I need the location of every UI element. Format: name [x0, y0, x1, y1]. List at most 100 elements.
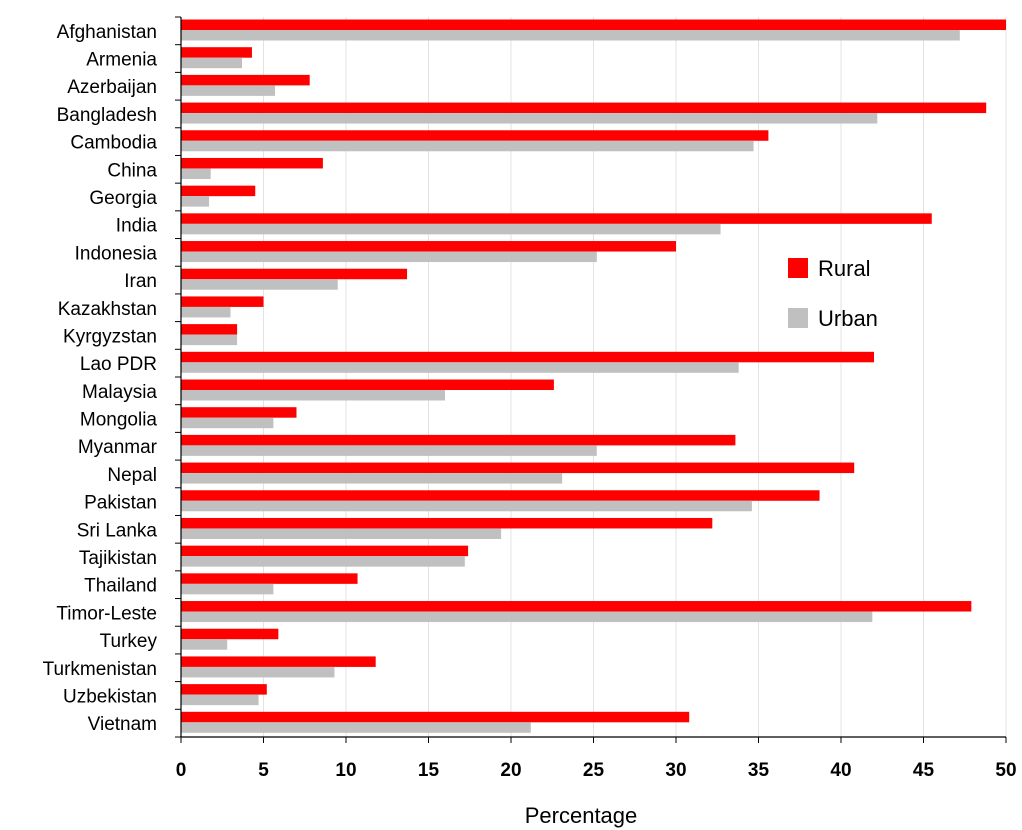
bar-rural	[181, 379, 554, 390]
category-label: Myanmar	[78, 437, 158, 458]
bar-urban	[181, 611, 873, 623]
bar-rural	[181, 213, 932, 224]
category-label: Bangladesh	[57, 105, 157, 126]
legend: Rural Urban	[788, 256, 878, 331]
bar-rural	[181, 74, 310, 86]
bar-urban	[181, 500, 752, 512]
category-label: Mongolia	[80, 410, 158, 431]
bar-urban	[181, 722, 531, 733]
category-label: Turkey	[100, 631, 158, 652]
x-tick-label: 50	[995, 760, 1016, 781]
bar-rural	[181, 711, 690, 723]
bar-rural	[181, 157, 323, 169]
bar-rural	[181, 19, 1006, 30]
bar-urban	[181, 417, 274, 429]
bar-rural	[181, 684, 267, 695]
legend-swatch-rural	[788, 258, 808, 278]
bar-urban	[181, 528, 502, 539]
bar-urban	[181, 85, 276, 96]
bar-rural	[181, 102, 987, 114]
bar-rural	[181, 296, 264, 307]
bar-rural	[181, 573, 358, 584]
category-labels: Afghanistan Armenia Azerbaijan Bangladesh Ca…	[43, 22, 158, 735]
axes	[175, 16, 1007, 743]
bar-urban	[181, 445, 597, 456]
x-tick-label: 5	[258, 760, 269, 781]
bar-urban	[181, 57, 243, 69]
bar-urban	[181, 223, 721, 235]
bar-urban	[181, 583, 274, 595]
category-label: Georgia	[89, 188, 157, 209]
bar-urban	[181, 306, 231, 318]
category-label: Uzbekistan	[63, 686, 157, 707]
bar-rural	[181, 268, 408, 280]
bar-rural	[181, 545, 469, 557]
x-tick-label: 45	[913, 760, 935, 781]
bar-urban	[181, 113, 878, 124]
bar-urban	[181, 473, 563, 484]
x-tick-label: 15	[418, 760, 440, 781]
bar-urban	[181, 334, 238, 346]
x-axis-title: Percentage	[525, 803, 638, 828]
bar-rural	[181, 324, 238, 335]
bar-urban	[181, 666, 335, 678]
bar-urban	[181, 279, 338, 290]
category-label: Tajikistan	[79, 548, 157, 569]
x-tick-labels: 0 5 10 15 20 25 30 35 40 45 50	[176, 760, 1017, 781]
category-label: Thailand	[84, 576, 157, 597]
category-label: Turkmenistan	[43, 659, 157, 680]
bar-urban	[181, 362, 739, 373]
category-label: Indonesia	[75, 243, 158, 264]
x-tick-label: 20	[500, 760, 521, 781]
category-label: Lao PDR	[80, 354, 157, 375]
bar-rural	[181, 656, 376, 667]
bar-rural	[181, 130, 769, 141]
category-label: Kazakhstan	[58, 299, 157, 320]
bar-urban	[181, 639, 228, 650]
bar-urban	[181, 30, 960, 41]
x-tick-label: 35	[748, 760, 770, 781]
category-label: Nepal	[107, 465, 157, 486]
category-label: Afghanistan	[57, 22, 157, 43]
bar-rural	[181, 628, 279, 640]
bar-rural	[181, 407, 297, 418]
legend-label-urban: Urban	[818, 306, 878, 331]
category-label: Vietnam	[88, 714, 157, 735]
bar-rural	[181, 351, 874, 363]
bar-rural	[181, 434, 736, 446]
x-tick-label: 10	[335, 760, 356, 781]
legend-swatch-urban	[788, 308, 808, 328]
bar-rural	[181, 462, 855, 474]
category-label: Kyrgyzstan	[63, 326, 157, 347]
bar-urban	[181, 196, 210, 207]
bar-urban	[181, 140, 754, 152]
x-tick-label: 40	[830, 760, 851, 781]
category-label: Iran	[124, 271, 157, 292]
bar-rural	[181, 490, 820, 501]
bar-rural	[181, 185, 256, 197]
category-label: Armenia	[86, 50, 157, 71]
x-tick-label: 30	[665, 760, 686, 781]
bar-rural	[181, 601, 972, 612]
grid-lines	[263, 17, 1007, 737]
bar-urban	[181, 556, 465, 567]
bar-rural	[181, 241, 676, 252]
category-label: Azerbaijan	[67, 77, 157, 98]
x-tick-label: 0	[176, 760, 187, 781]
category-label: India	[116, 216, 158, 237]
bar-urban	[181, 694, 259, 706]
category-label: Malaysia	[82, 382, 157, 403]
bar-urban	[181, 251, 597, 263]
bars	[181, 19, 1006, 733]
x-tick-label: 25	[583, 760, 605, 781]
category-label: Pakistan	[84, 493, 157, 514]
legend-label-rural: Rural	[818, 256, 871, 281]
category-label: China	[107, 160, 157, 181]
bar-urban	[181, 390, 445, 401]
bar-rural	[181, 47, 252, 58]
category-label: Sri Lanka	[77, 520, 158, 541]
bar-rural	[181, 517, 713, 529]
category-label: Cambodia	[70, 133, 157, 154]
bar-urban	[181, 168, 211, 179]
